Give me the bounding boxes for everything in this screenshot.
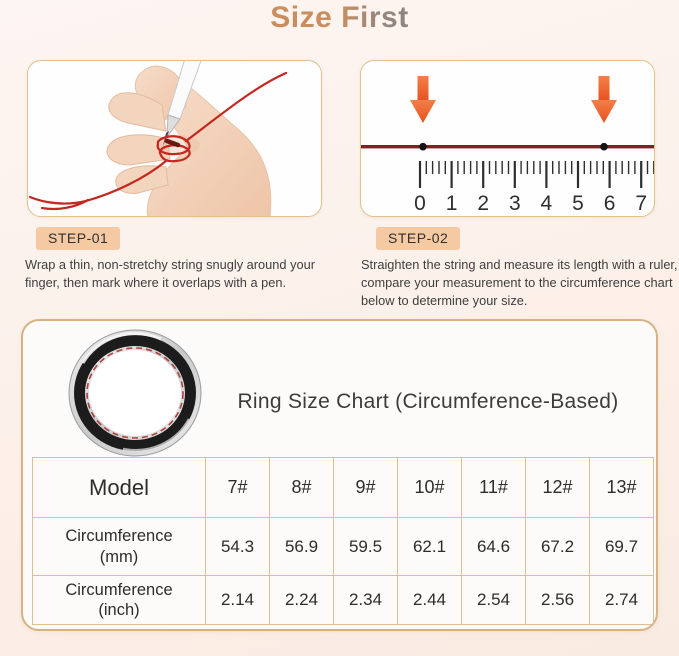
step1-badge: STEP-01 bbox=[36, 227, 121, 250]
mark-dot bbox=[419, 142, 427, 151]
step2-description-line: below to determine your size. bbox=[361, 292, 528, 308]
size-chart-table: Model 7# 8# 9# 10# 11# 12# 13# Circumfer… bbox=[32, 457, 654, 625]
table-cell: 67.2 bbox=[525, 517, 590, 576]
ring-image bbox=[65, 327, 205, 459]
arrow-down-icon bbox=[410, 76, 436, 123]
table-header-row: Model 7# 8# 9# 10# 11# 12# 13# bbox=[32, 457, 654, 518]
table-cell: 62.1 bbox=[397, 517, 462, 576]
table-cell: 56.9 bbox=[269, 517, 334, 576]
table-header-size: 7# bbox=[205, 457, 270, 518]
step1-illustration-panel bbox=[27, 60, 322, 217]
ruler-number: 6 bbox=[604, 192, 616, 215]
pen-mark bbox=[164, 138, 181, 148]
table-cell: 2.74 bbox=[589, 575, 654, 625]
ruler-number: 4 bbox=[541, 192, 553, 215]
table-cell: 64.6 bbox=[461, 517, 526, 576]
page-title-word-first: First bbox=[341, 1, 409, 34]
step1-description: Wrap a thin, non-stretchy string snugly … bbox=[25, 256, 343, 292]
table-row-circumference-mm: Circumference (mm) 54.3 56.9 59.5 62.1 6… bbox=[32, 517, 654, 576]
row-label-inch: Circumference (inch) bbox=[32, 575, 206, 625]
table-cell: 2.44 bbox=[397, 575, 462, 625]
mark-dot bbox=[600, 142, 608, 151]
page-title: Size First bbox=[0, 1, 679, 35]
table-header-model: Model bbox=[32, 457, 206, 518]
step2-description-line: compare your measurement to the circumfe… bbox=[361, 274, 673, 290]
string-icon bbox=[28, 71, 288, 211]
table-header-size: 10# bbox=[397, 457, 462, 518]
table-cell: 2.14 bbox=[205, 575, 270, 625]
row-label-name: Circumference bbox=[65, 527, 173, 546]
ruler-number: 7 bbox=[635, 192, 647, 215]
smart-ring-icon bbox=[68, 329, 202, 457]
table-row-circumference-inch: Circumference (inch) 2.14 2.24 2.34 2.44… bbox=[32, 575, 654, 625]
ruler-number: 3 bbox=[509, 192, 521, 215]
step2-illustration-panel: 0 1 2 3 4 5 6 7 bbox=[360, 60, 655, 217]
page-title-word-size: Size bbox=[270, 1, 342, 34]
row-label-name: Circumference bbox=[65, 580, 173, 599]
ruler-ticks bbox=[418, 161, 654, 188]
size-chart-box: Ring Size Chart (Circumference-Based) Mo… bbox=[21, 319, 658, 631]
table-cell: 59.5 bbox=[333, 517, 398, 576]
table-cell: 2.24 bbox=[269, 575, 334, 625]
size-chart-heading: Ring Size Chart (Circumference-Based) bbox=[237, 390, 619, 413]
ruler-number: 5 bbox=[572, 192, 584, 215]
ruler-number: 1 bbox=[446, 192, 458, 215]
ruler-numbers: 0 1 2 3 4 5 6 7 bbox=[414, 192, 647, 215]
table-cell: 2.34 bbox=[333, 575, 398, 625]
table-cell: 54.3 bbox=[205, 517, 270, 576]
row-label-mm: Circumference (mm) bbox=[32, 517, 206, 576]
circumference-dashed-circle bbox=[86, 347, 184, 439]
step1-description-line: Wrap a thin, non-stretchy string snugly … bbox=[25, 257, 315, 272]
table-cell: 2.54 bbox=[461, 575, 526, 625]
table-header-size: 12# bbox=[525, 457, 590, 518]
table-header-size: 9# bbox=[333, 457, 398, 518]
string-line bbox=[361, 145, 654, 149]
row-label-unit: (mm) bbox=[99, 547, 139, 566]
pen-icon bbox=[163, 61, 202, 146]
table-header-size: 13# bbox=[589, 457, 654, 518]
table-header-size: 8# bbox=[269, 457, 334, 518]
ruler-number: 2 bbox=[477, 192, 489, 215]
ruler-illustration: 0 1 2 3 4 5 6 7 bbox=[361, 76, 654, 215]
step2-badge: STEP-02 bbox=[376, 227, 461, 250]
row-label-unit: (inch) bbox=[98, 601, 140, 619]
step2-description: Straighten the string and measure its le… bbox=[361, 256, 679, 310]
table-cell: 2.56 bbox=[525, 575, 590, 625]
step1-description-line: finger, then mark where it overlaps with… bbox=[25, 274, 287, 290]
hand-string-illustration bbox=[28, 61, 288, 216]
ruler-number: 0 bbox=[414, 192, 426, 215]
table-cell: 69.7 bbox=[589, 517, 654, 576]
table-header-size: 11# bbox=[461, 457, 526, 518]
step2-description-line: Straighten the string and measure its le… bbox=[361, 257, 678, 272]
arrow-down-icon bbox=[591, 76, 617, 123]
